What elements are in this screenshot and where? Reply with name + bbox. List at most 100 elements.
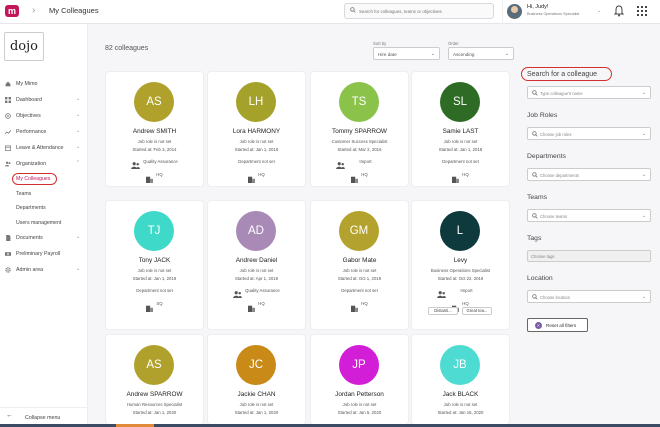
sidebar-item-organization[interactable]: Organization ⌃	[0, 156, 88, 172]
colleague-card[interactable]: JP Jordan Petterson Job role is not set Sta…	[311, 335, 408, 424]
sidebar-item-label: Performance	[16, 129, 47, 135]
sidebar-subitem-my-colleagues[interactable]: My Colleagues	[0, 172, 88, 187]
sidebar-item-my-mimo[interactable]: My Mimo	[0, 76, 88, 92]
user-menu[interactable]: Hi, Judy! Business Operations Specialist…	[502, 0, 606, 24]
document-icon	[6, 235, 11, 241]
sort-by-label: Sort by	[373, 41, 387, 46]
sidebar-subitem-label: My Colleagues	[16, 176, 51, 182]
target-icon	[5, 113, 11, 119]
department-icon-wrap	[131, 156, 140, 174]
start-date: Started at: Apr 1, 2019	[235, 276, 278, 281]
colleague-card[interactable]: JC Jackie CHAN Job role is not set Started …	[208, 335, 305, 424]
order-label: Order	[448, 41, 459, 46]
colleague-card[interactable]: AS Andrew SPARROW Human Resources Speciali…	[106, 335, 203, 424]
job-role: Human Resources Specialist	[126, 402, 183, 407]
collapse-menu-button[interactable]: ← Collapse menu	[0, 407, 88, 427]
sidebar-item-preliminary-payroll[interactable]: Preliminary Payroll	[0, 246, 88, 262]
colleague-card[interactable]: GM Gabor Mate Job role is not set Started a…	[311, 201, 408, 329]
sidebar-subitem-departments[interactable]: Departments	[0, 201, 88, 216]
location-icon-wrap	[248, 299, 255, 317]
avatar[interactable]: TS	[339, 82, 379, 122]
avatar[interactable]: SL	[440, 82, 480, 122]
job-role: Job role is not set	[239, 139, 274, 144]
colleague-name[interactable]: Andrew SPARROW	[126, 391, 183, 398]
colleague-card[interactable]: SL Samie LAST Job role is not set Started a…	[412, 72, 509, 186]
colleague-name[interactable]: Jackie CHAN	[237, 391, 276, 398]
avatar[interactable]: AD	[236, 211, 276, 251]
location-select[interactable]: Choose location ⌄	[527, 290, 651, 303]
order-select[interactable]: Ascending ⌄	[448, 47, 514, 60]
colleague-card[interactable]: TJ Tony JACK Job role is not set Started at…	[106, 201, 203, 329]
company-logo[interactable]: dojo	[4, 32, 44, 61]
colleague-name[interactable]: Lora HARMONY	[232, 128, 281, 135]
start-date: Started at: Jan 5, 2020	[337, 410, 382, 415]
sidebar-item-leave-attendance[interactable]: Leave & Attendance ⌄	[0, 140, 88, 156]
avatar[interactable]: L	[440, 211, 480, 251]
colleague-name[interactable]: Andrew Daniel	[235, 257, 278, 264]
job-role: Job role is not set	[342, 402, 377, 407]
avatar[interactable]: GM	[339, 211, 379, 251]
avatar[interactable]: AS	[134, 345, 174, 385]
global-search[interactable]	[344, 3, 494, 19]
global-search-input[interactable]	[359, 6, 491, 17]
colleague-name[interactable]: Jordan Petterson	[335, 391, 384, 398]
colleague-name[interactable]: Tony JACK	[138, 257, 171, 264]
app-logo-icon[interactable]: m	[5, 5, 19, 17]
dashboard-icon	[5, 97, 11, 103]
search-icon	[532, 294, 538, 300]
department: Quality Assurance	[143, 159, 178, 164]
sidebar-subitem-teams[interactable]: Teams	[0, 187, 88, 202]
job-roles-select[interactable]: Choose job roles ⌄	[527, 127, 651, 140]
colleague-name[interactable]: Andrew SMITH	[132, 128, 177, 135]
team-badge-button[interactable]: Great tea...	[462, 307, 492, 315]
apps-grid-icon[interactable]	[637, 6, 647, 16]
sidebar-item-objectives[interactable]: Objectives ⌄	[0, 108, 88, 124]
colleague-name[interactable]: Tommy SPARROW	[332, 128, 387, 135]
start-date: Started at: Mar 2, 2016	[337, 147, 382, 152]
avatar[interactable]	[507, 4, 522, 19]
sort-by-select[interactable]: Hire date ⌄	[373, 47, 440, 60]
sidebar-item-performance[interactable]: Performance ⌄	[0, 124, 88, 140]
people-icon	[131, 162, 140, 169]
avatar[interactable]: JB	[440, 345, 480, 385]
user-role: Business Operations Specialist	[527, 12, 580, 16]
colleague-name[interactable]: Levy	[453, 257, 468, 264]
colleague-card[interactable]: L Levy Business Operations Specialist Start…	[412, 201, 509, 329]
colleague-name-input[interactable]: Type colleague's name ⌄	[527, 86, 651, 99]
department: Department not set	[136, 288, 173, 293]
colleague-name[interactable]: Jack BLACK	[442, 391, 479, 398]
search-icon	[532, 213, 538, 219]
team-badge-button[interactable]: Distanti...	[428, 307, 458, 315]
sidebar-item-label: Objectives	[16, 113, 41, 119]
location: HQ	[462, 172, 469, 177]
avatar[interactable]: TJ	[134, 211, 174, 251]
sidebar-item-documents[interactable]: Documents ⌄	[0, 230, 88, 246]
chevron-down-icon[interactable]: ⌄	[597, 8, 602, 14]
sidebar-item-dashboard[interactable]: Dashboard ⌄	[0, 92, 88, 108]
colleague-card[interactable]: AS Andrew SMITH Job role is not set Started…	[106, 72, 203, 186]
location-icon-wrap	[351, 299, 358, 317]
departments-select[interactable]: Choose departments ⌄	[527, 168, 651, 181]
avatar[interactable]: LH	[236, 82, 276, 122]
colleague-name[interactable]: Gabor Mate	[342, 257, 377, 264]
sidebar-subitem-label: Users management	[16, 219, 62, 226]
tags-input[interactable]: Choose tags	[527, 250, 651, 262]
bell-icon[interactable]	[614, 5, 624, 17]
sidebar-subitem-users-management[interactable]: Users management	[0, 216, 88, 231]
location-icon-wrap	[452, 170, 459, 188]
colleague-name[interactable]: Samie LAST	[442, 128, 479, 135]
colleague-card[interactable]: LH Lora HARMONY Job role is not set Started…	[208, 72, 305, 186]
reset-filters-button[interactable]: × Reset all filters	[527, 318, 588, 332]
sidebar-item-admin-area[interactable]: Admin area ⌄	[0, 262, 88, 278]
avatar[interactable]: JP	[339, 345, 379, 385]
avatar[interactable]: AS	[134, 82, 174, 122]
teams-select[interactable]: Choose teams ⌄	[527, 209, 651, 222]
sidebar-item-label: Organization	[16, 161, 47, 167]
payroll-icon	[5, 252, 11, 256]
building-icon	[146, 176, 153, 183]
colleague-card[interactable]: TS Tommy SPARROW Customer Success Speciali…	[311, 72, 408, 186]
colleague-card[interactable]: JB Jack BLACK Job role is not set Started a…	[412, 335, 509, 424]
avatar[interactable]: JC	[236, 345, 276, 385]
search-icon	[532, 131, 538, 137]
colleague-card[interactable]: AD Andrew Daniel Job role is not set Starte…	[208, 201, 305, 329]
